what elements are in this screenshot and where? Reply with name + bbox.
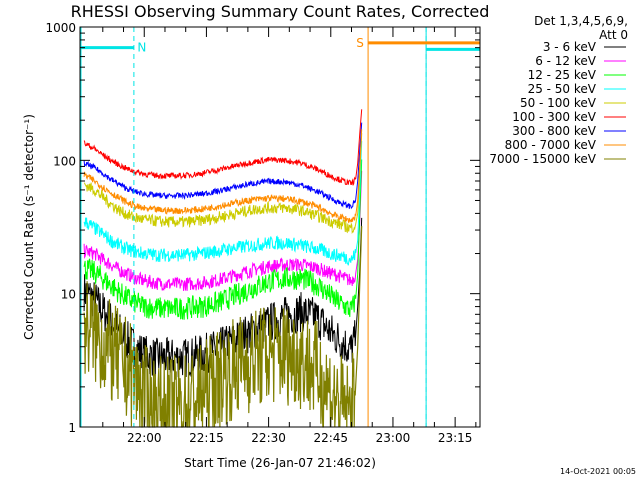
legend-label-6: 100 - 300 keV bbox=[512, 110, 596, 124]
series-line-3 bbox=[83, 159, 363, 320]
series-line-8 bbox=[83, 129, 363, 224]
x-tick-label: 23:00 bbox=[376, 431, 411, 445]
legend-header-line1: Det 1,3,4,5,6,9, bbox=[534, 14, 628, 28]
series-line-4 bbox=[83, 141, 363, 266]
legend-label-1: 3 - 6 keV bbox=[543, 40, 597, 54]
y-tick-label: 100 bbox=[53, 154, 76, 168]
series-layer bbox=[83, 109, 363, 428]
series-line-9 bbox=[83, 226, 363, 428]
y-tick-label: 1000 bbox=[45, 21, 76, 35]
x-tick-label: 22:15 bbox=[189, 431, 224, 445]
y-tick-label: 1 bbox=[68, 421, 76, 435]
x-tick-label: 22:45 bbox=[313, 431, 348, 445]
legend-label-4: 25 - 50 keV bbox=[528, 82, 597, 96]
series-line-7 bbox=[83, 122, 363, 210]
legend-label-8: 800 - 7000 keV bbox=[505, 138, 597, 152]
flag-label-1: N bbox=[137, 41, 146, 55]
footer-timestamp: 14-Oct-2021 00:05 bbox=[560, 467, 636, 476]
series-line-2 bbox=[83, 170, 363, 292]
legend-label-9: 7000 - 15000 keV bbox=[489, 152, 596, 166]
y-tick-label: 10 bbox=[61, 288, 76, 302]
legend-label-2: 6 - 12 keV bbox=[535, 54, 597, 68]
legend-label-7: 300 - 800 keV bbox=[512, 124, 596, 138]
axis-layer: 1 10 100 1000 22:00 22:15 22:30 22:45 23:00 23:15 bbox=[45, 21, 480, 445]
x-tick-label: 23:15 bbox=[438, 431, 473, 445]
legend-label-5: 50 - 100 keV bbox=[520, 96, 597, 110]
chart-title: RHESSI Observing Summary Count Rates, Co… bbox=[71, 2, 490, 21]
x-tick-label: 22:00 bbox=[127, 431, 162, 445]
series-line-6 bbox=[83, 109, 363, 187]
x-axis-label: Start Time (26-Jan-07 21:46:02) bbox=[184, 456, 376, 470]
y-axis-label: Corrected Count Rate (s⁻¹ detector⁻¹) bbox=[22, 114, 36, 340]
flag-label-2: S bbox=[356, 36, 364, 50]
legend-label-3: 12 - 25 keV bbox=[528, 68, 597, 82]
plot-frame bbox=[79, 26, 481, 428]
legend-header-line2: Att 0 bbox=[599, 28, 628, 42]
series-line-5 bbox=[83, 133, 363, 235]
x-tick-label: 22:30 bbox=[251, 431, 286, 445]
